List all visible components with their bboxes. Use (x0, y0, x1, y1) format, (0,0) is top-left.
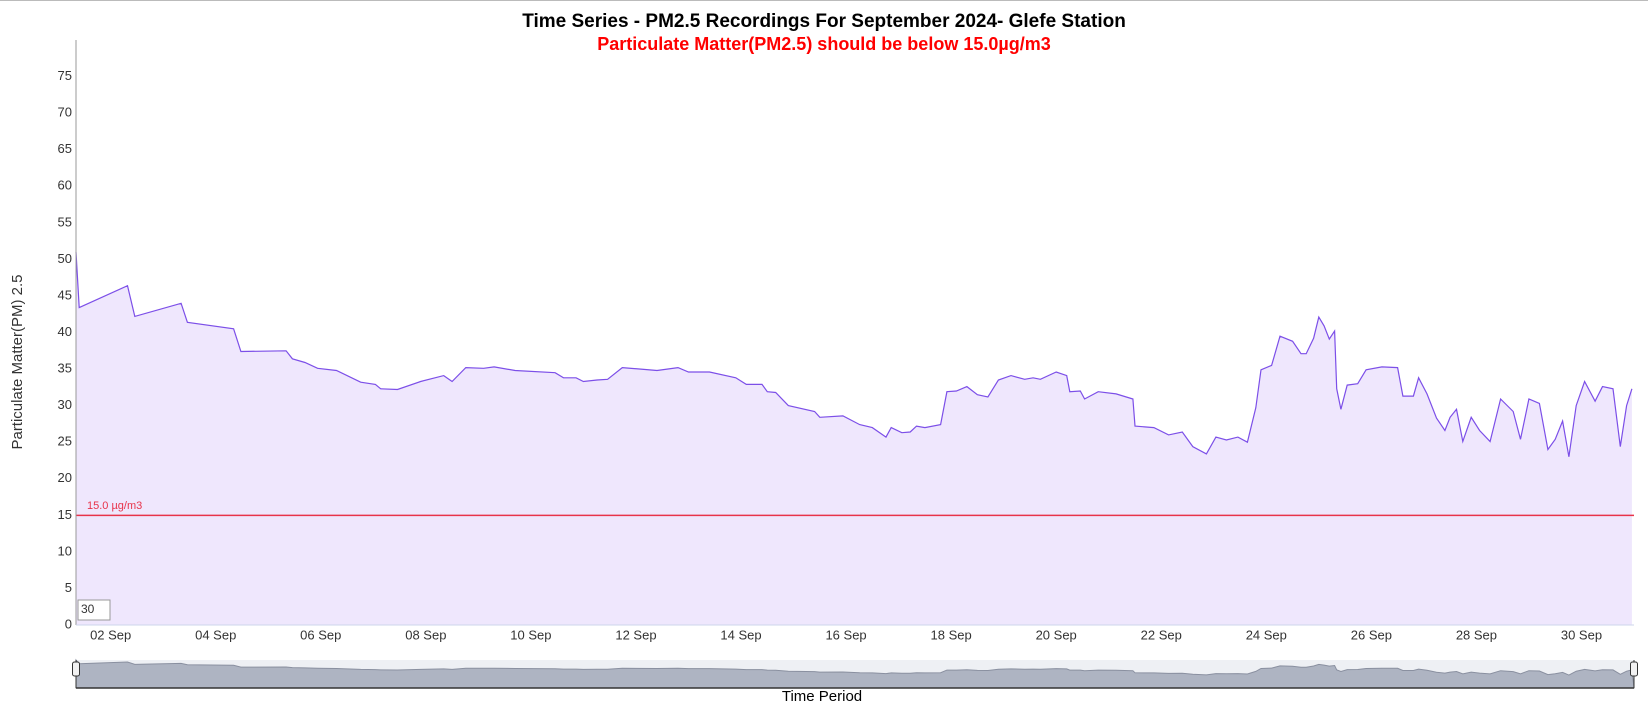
navigator-area (75, 658, 1635, 689)
x-tick-label: 04 Sep (195, 627, 236, 642)
y-tick-label: 5 (65, 580, 72, 595)
y-tick-label: 70 (58, 105, 72, 120)
y-tick-label: 40 (58, 324, 72, 339)
x-tick-label: 10 Sep (510, 627, 551, 642)
x-tick-label: 26 Sep (1351, 627, 1392, 642)
y-tick-label: 25 (58, 434, 72, 449)
range-input-box (77, 599, 111, 621)
x-tick-label: 24 Sep (1246, 627, 1287, 642)
y-tick-label: 20 (58, 470, 72, 485)
navigator-handle (72, 661, 80, 677)
y-tick-label: 60 (58, 178, 72, 193)
y-tick-label: 15 (58, 507, 72, 522)
x-tick-label: 20 Sep (1036, 627, 1077, 642)
range-input: 30 (81, 602, 95, 616)
area-fill (76, 252, 1632, 625)
y-axis-label: Particulate Matter(PM) 2.5 (9, 274, 26, 449)
y-tick-label: 30 (58, 397, 72, 412)
x-tick-label: 28 Sep (1456, 627, 1497, 642)
x-tick-label: 14 Sep (720, 627, 761, 642)
y-tick-label: 45 (58, 287, 72, 302)
x-tick-label: 16 Sep (825, 627, 866, 642)
x-tick-label: 18 Sep (931, 627, 972, 642)
chart-title: Time Series - PM2.5 Recordings For Septe… (522, 11, 1126, 32)
y-tick-label: 50 (58, 251, 72, 266)
x-tick-label: 22 Sep (1141, 627, 1182, 642)
y-tick-label: 0 (65, 616, 72, 631)
x-tick-label: 12 Sep (615, 627, 656, 642)
threshold-label: 15.0 µg/m3 (87, 500, 142, 512)
series-line (75, 252, 1633, 457)
y-tick-label: 75 (58, 68, 72, 83)
navigator-handle (1630, 661, 1638, 677)
y-tick-label: 10 (58, 543, 72, 558)
x-tick-label: 06 Sep (300, 627, 341, 642)
x-axis-label: Time Period (782, 688, 862, 705)
x-tick-label: 02 Sep (90, 627, 131, 642)
y-tick-label: 35 (58, 361, 72, 376)
x-tick-label: 30 Sep (1561, 627, 1602, 642)
chart-subtitle: Particulate Matter(PM2.5) should be belo… (597, 34, 1050, 54)
y-tick-label: 55 (58, 214, 72, 229)
y-tick-label: 65 (58, 141, 72, 156)
x-tick-label: 08 Sep (405, 627, 446, 642)
